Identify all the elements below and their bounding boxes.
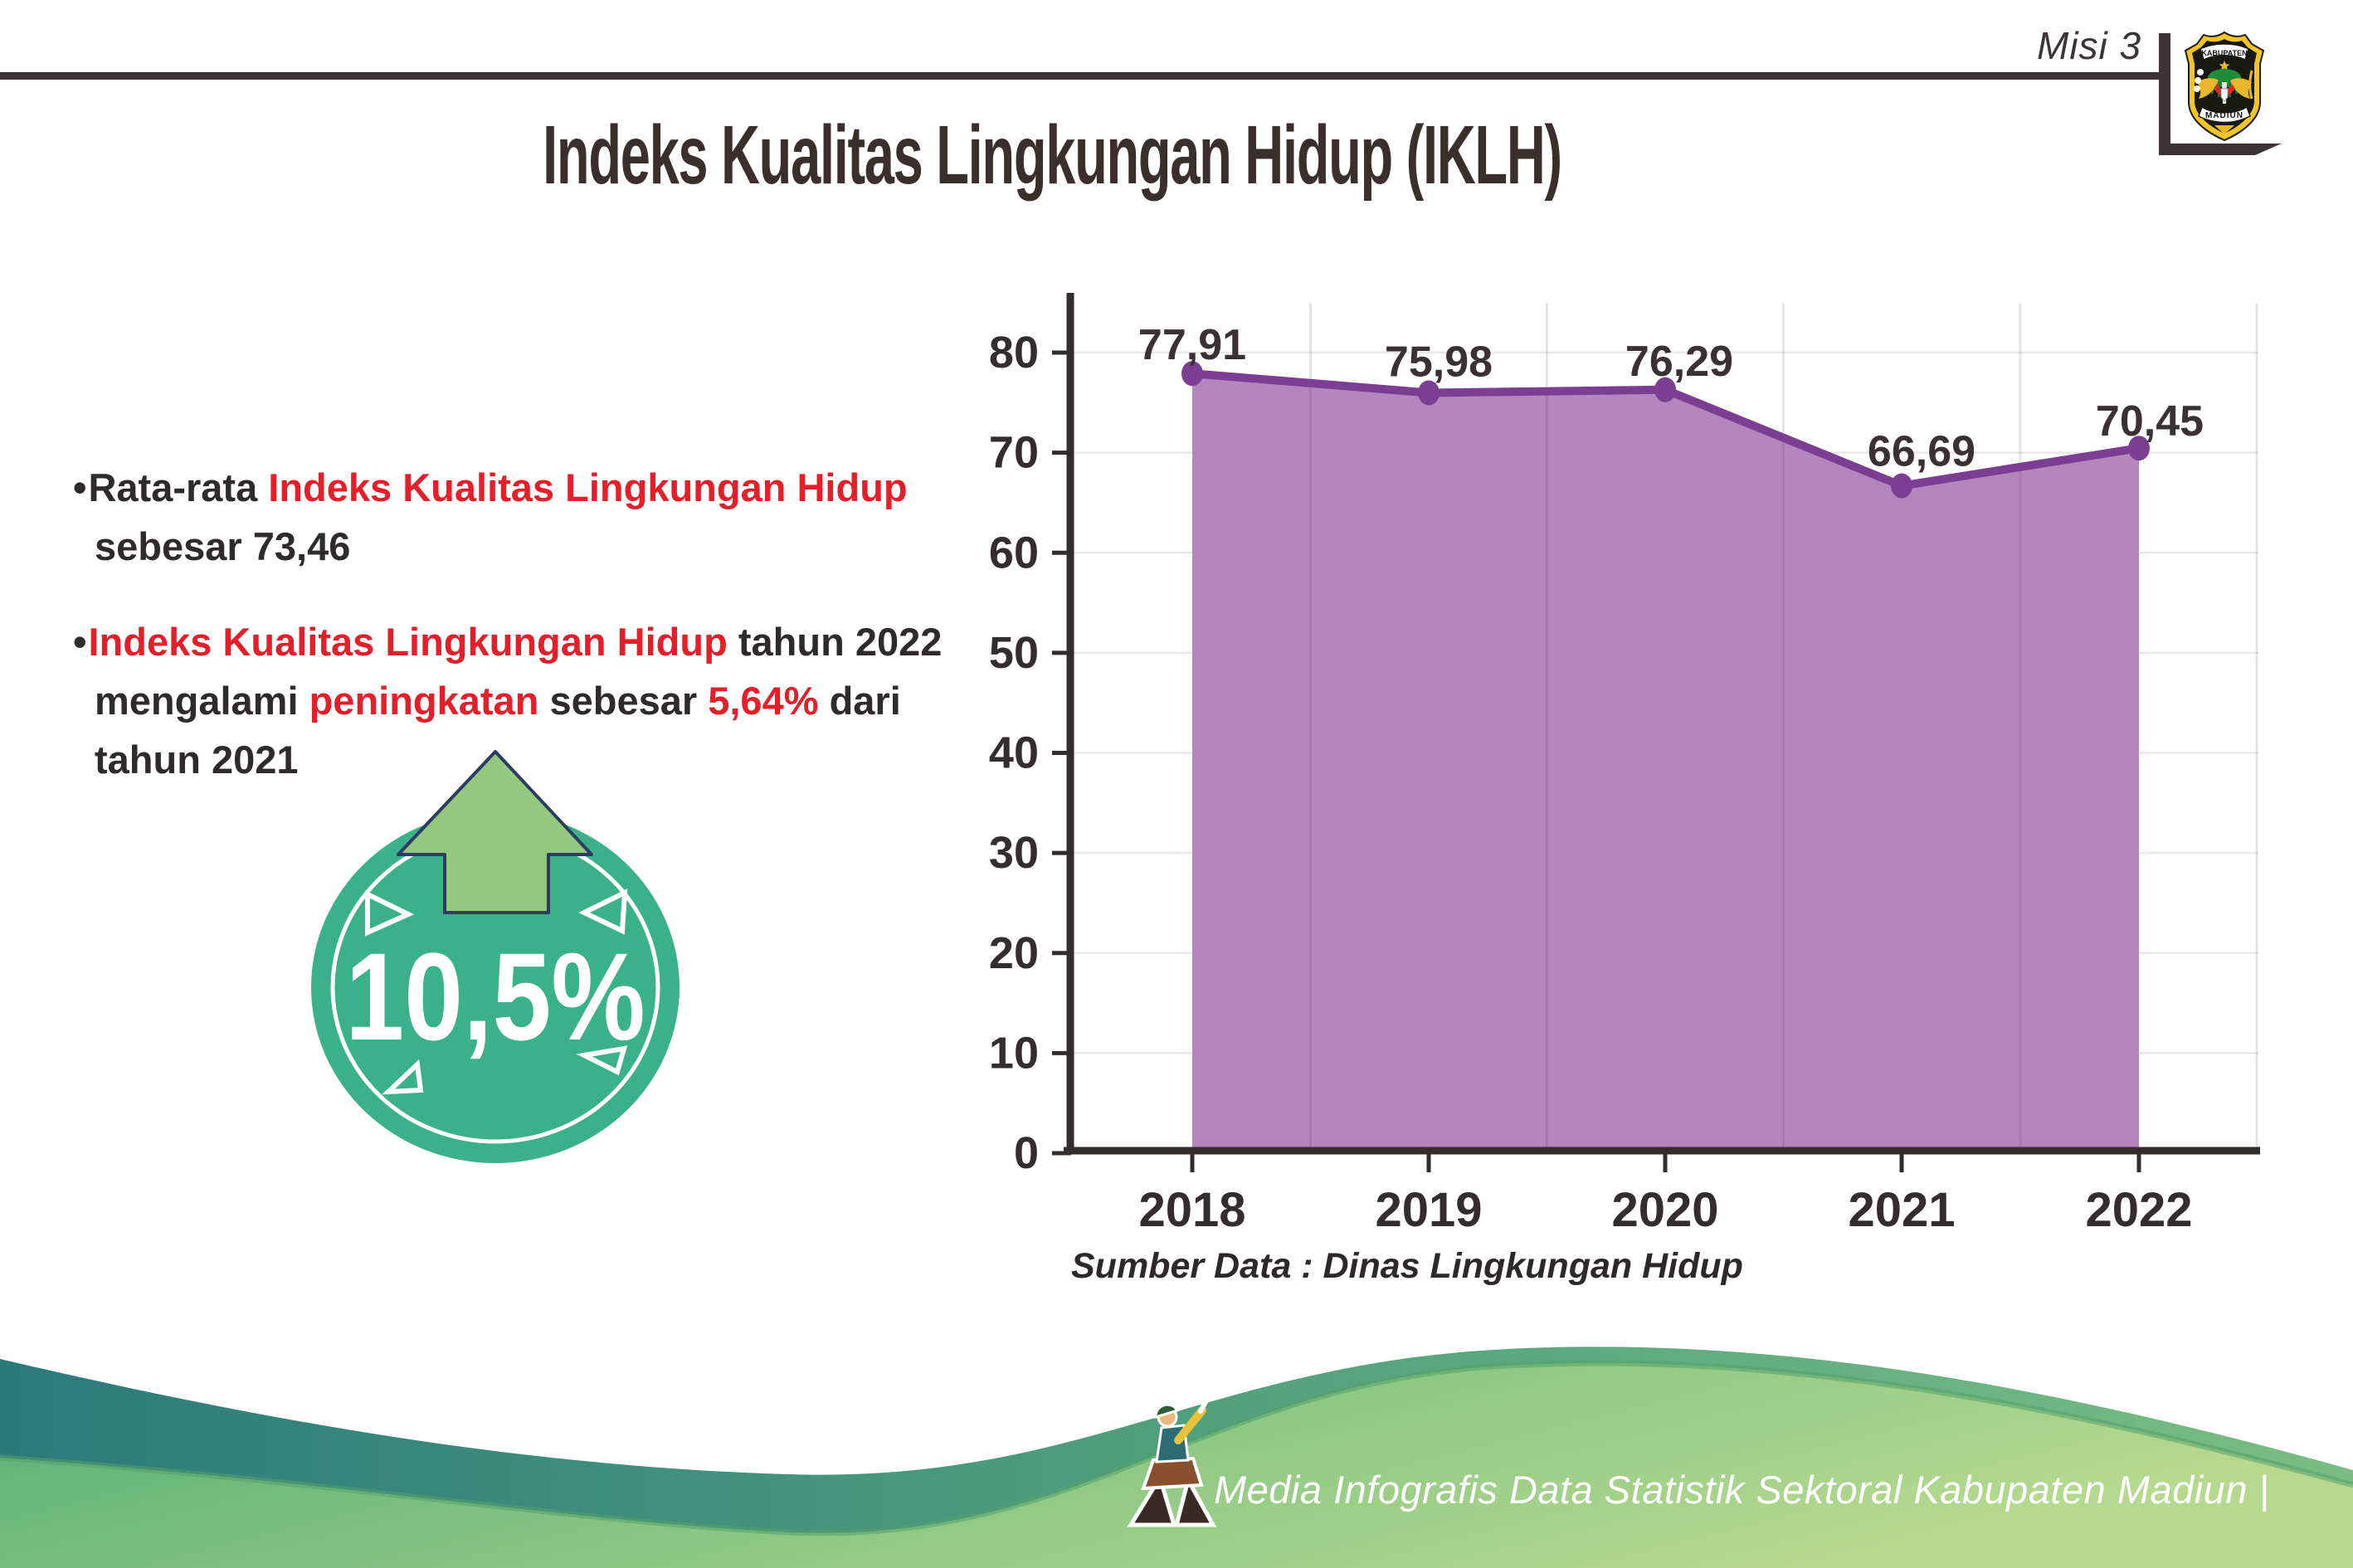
increase-badge: 10,5%: [311, 750, 680, 1163]
bullet-text-segment: Indeks Kualitas Lingkungan Hidup: [268, 465, 908, 509]
iklh-area-chart: 0 10 20 30 40 50 60 70 80 2018 2019 2020 2021 2022 77,…: [989, 293, 2260, 1237]
chart-point: [1418, 380, 1440, 406]
bullet-text-segment: 5,64%: [708, 679, 819, 723]
crest-red-ribbon-right: [2226, 84, 2235, 95]
crest-bottom-banner: [2198, 105, 2251, 124]
bullet-text-segment: sebesar 73,46: [95, 524, 351, 568]
bullet-text-segment: Rata-rata: [88, 465, 269, 509]
y-tick-label: 30: [989, 828, 1039, 878]
crest-star: [2219, 61, 2230, 71]
bullet-item: •Rata-rata Indeks Kualitas Lingkungan Hi…: [73, 458, 994, 576]
bullet-marker: •: [73, 620, 87, 664]
crest-center-shield: [2220, 88, 2229, 102]
y-tick-label: 20: [989, 928, 1039, 978]
y-tick-label: 0: [1014, 1128, 1039, 1178]
bullet-list: •Rata-rata Indeks Kualitas Lingkungan Hi…: [73, 458, 994, 825]
crest-top-ribbon: [2200, 43, 2249, 61]
bullet-line: •Rata-rata Indeks Kualitas Lingkungan Hi…: [73, 458, 994, 517]
y-tick-label: 40: [989, 728, 1039, 778]
bullet-text-segment: tahun 2021: [95, 738, 299, 782]
badge-spark-top-right: [578, 889, 628, 935]
y-tick-label: 70: [989, 428, 1039, 478]
frame-bevel: [2159, 33, 2170, 45]
crest-cotton-3: [2194, 85, 2200, 92]
bullet-line: •Indeks Kualitas Lingkungan Hidup tahun …: [73, 612, 994, 671]
y-tick-label: 10: [989, 1028, 1039, 1078]
crest-bottom-text: MADIUN: [2205, 111, 2243, 120]
kabupaten-madiun-crest-icon: KABUPATEN MADIUN: [2184, 31, 2265, 142]
page-title: Indeks Kualitas Lingkungan Hidup (IKLH): [543, 109, 1562, 202]
source-note: Sumber Data : Dinas Lingkungan Hidup: [1071, 1246, 1743, 1286]
y-tick-label: 80: [989, 328, 1039, 377]
frame-horizontal-bar: [2159, 144, 2282, 155]
chart-value-label: 75,98: [1385, 338, 1493, 386]
chart-value-label: 66,69: [1868, 428, 1975, 476]
bullet-item: •Indeks Kualitas Lingkungan Hidup tahun …: [73, 612, 994, 789]
footer-waves: [0, 1346, 2353, 1568]
chart-point: [1181, 361, 1203, 387]
chart-point: [1654, 377, 1676, 402]
mascot-beret: [1154, 1403, 1180, 1419]
up-arrow-icon: [397, 750, 593, 914]
misi-label: Misi 3: [2037, 24, 2142, 67]
mascot-leg-left: [1127, 1472, 1177, 1527]
y-tick-label: 60: [989, 528, 1039, 577]
crest-top-text: KABUPATEN: [2201, 49, 2247, 57]
crest-base-ornament: [2214, 125, 2234, 134]
footer-caption: Media Infografis Data Statistik Sektoral…: [1214, 1468, 2270, 1512]
bullet-line: tahun 2021: [73, 730, 994, 789]
header-rule: [0, 72, 2161, 80]
crest-red-ribbon-left: [2214, 84, 2223, 95]
mascot-icon: [1127, 1389, 1217, 1527]
mascot-arm: [1174, 1406, 1206, 1444]
mascot-pen: [1198, 1389, 1214, 1414]
mascot-leg-right: [1173, 1474, 1217, 1527]
y-tick-label: 50: [989, 628, 1039, 678]
x-tick-label: 2022: [2085, 1183, 2192, 1237]
bullet-line: sebesar 73,46: [73, 517, 994, 576]
crest-cotton-2: [2195, 77, 2201, 84]
logo-corner-frame: [2159, 33, 2282, 155]
bullet-text-segment: dari: [818, 679, 901, 723]
chart-value-label: 76,29: [1625, 338, 1733, 386]
mascot-skirt: [1141, 1456, 1204, 1491]
chart-point: [1891, 473, 1912, 499]
bullet-text-segment: sebesar: [538, 679, 709, 723]
bullet-text-segment: mengalami: [95, 679, 309, 723]
badge-spark-bottom-right: [576, 1045, 628, 1076]
bullet-marker: •: [73, 465, 87, 509]
x-tick-label: 2021: [1848, 1183, 1955, 1237]
badge-spark-top-left: [365, 890, 415, 937]
crest-rice-stalk: [2248, 70, 2253, 100]
x-tick-label: 2019: [1375, 1183, 1482, 1237]
crest-cotton-1: [2197, 69, 2204, 75]
x-tick-label: 2018: [1138, 1183, 1245, 1237]
chart-value-label: 70,45: [2096, 397, 2204, 446]
bullet-line: mengalami peningkatan sebesar 5,64% dari: [73, 671, 994, 730]
crest-right-wing: [2230, 78, 2252, 99]
chart-area: [1192, 373, 2139, 1151]
badge-spark-bottom-left: [382, 1059, 424, 1095]
frame-vertical-bar: [2159, 33, 2170, 155]
bullet-text-segment: tahun 2022: [727, 620, 943, 664]
badge-value: 10,5%: [345, 928, 645, 1066]
bullet-text-segment: peningkatan: [309, 679, 539, 723]
chart-value-label: 77,91: [1138, 321, 1246, 369]
x-tick-label: 2020: [1611, 1183, 1718, 1237]
crest-left-wing: [2197, 78, 2219, 99]
bullet-text-segment: Indeks Kualitas Lingkungan Hidup: [88, 620, 728, 664]
chart-point: [2128, 436, 2150, 461]
